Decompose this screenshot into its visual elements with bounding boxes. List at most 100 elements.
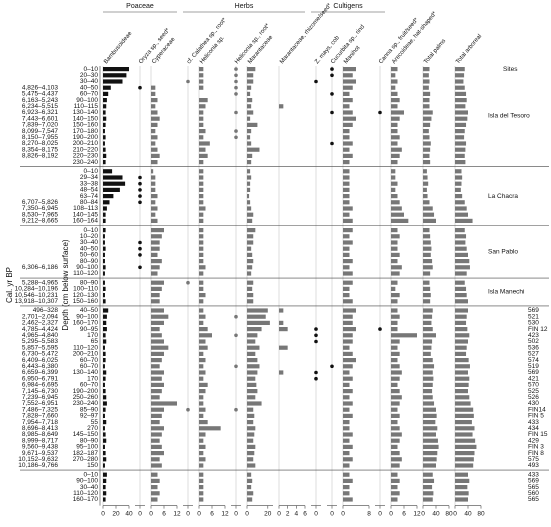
bar	[103, 280, 105, 285]
bar	[103, 153, 107, 158]
bar	[391, 218, 409, 223]
bar	[247, 187, 251, 192]
bar	[423, 286, 431, 291]
depth-label: 160–170	[73, 496, 99, 503]
bar	[103, 200, 110, 205]
bar	[151, 364, 160, 369]
bar	[247, 491, 254, 496]
bar	[199, 358, 206, 363]
bar	[151, 280, 164, 285]
bar	[247, 364, 260, 369]
bar	[423, 351, 431, 356]
bar	[423, 364, 435, 369]
bar	[343, 451, 350, 456]
bar	[279, 308, 284, 313]
depth-label: 10–20	[80, 233, 98, 240]
bar	[199, 194, 204, 199]
bar	[391, 79, 398, 84]
bar	[423, 497, 433, 502]
bar	[151, 420, 160, 425]
depth-label: 40–50	[80, 245, 98, 252]
bar	[151, 333, 162, 338]
bar	[199, 401, 204, 406]
bar	[103, 194, 114, 199]
bar	[455, 472, 468, 477]
age-label: 5,288–4,965	[22, 279, 59, 286]
bar	[343, 478, 353, 483]
bar	[391, 104, 398, 109]
bar	[247, 218, 253, 223]
bar	[391, 129, 398, 134]
bar	[151, 299, 160, 304]
bar	[103, 228, 106, 233]
bar	[391, 308, 398, 313]
bar	[199, 206, 206, 211]
depth-label: 170	[87, 375, 98, 382]
age-label: 10,152–9,632	[18, 456, 58, 463]
depth-label: 110–120	[73, 490, 98, 497]
age-label: 6,409–6,025	[22, 357, 59, 364]
bar	[247, 401, 262, 406]
bar	[423, 187, 427, 192]
depth-label: 85–90	[80, 406, 98, 413]
bar	[151, 345, 169, 350]
bar	[423, 271, 431, 276]
bar	[423, 122, 431, 127]
bar	[151, 194, 158, 199]
bar	[103, 463, 105, 468]
presence-dot	[138, 200, 142, 205]
bar	[455, 79, 464, 84]
x-tick-label: 0	[378, 510, 382, 517]
depth-label: 29–34	[80, 174, 98, 181]
bar	[455, 228, 465, 233]
bar	[343, 438, 350, 443]
depth-label: 60–70	[80, 382, 98, 389]
age-label: 6,730–5,472	[22, 351, 59, 358]
bar	[247, 426, 256, 431]
bar	[423, 299, 431, 304]
age-label: 8,150–7,955	[22, 134, 59, 141]
bar	[247, 351, 256, 356]
depth-label: 90–95	[80, 326, 98, 333]
bar	[151, 98, 158, 103]
bar	[247, 228, 256, 233]
presence-dot	[314, 370, 318, 375]
bar	[343, 401, 353, 406]
bar	[423, 382, 433, 387]
bar	[103, 246, 106, 251]
bar	[343, 345, 350, 350]
bar	[103, 299, 106, 304]
bar	[103, 206, 107, 211]
bar	[247, 246, 252, 251]
depth-label: 60–70	[80, 91, 98, 98]
bar	[455, 141, 467, 146]
bar	[423, 91, 431, 96]
bar	[423, 246, 432, 251]
bar	[151, 91, 156, 96]
presence-dot	[314, 376, 318, 381]
bar	[455, 382, 469, 387]
bar	[391, 228, 398, 233]
bar	[391, 265, 402, 270]
depth-label: 92–97	[80, 413, 98, 420]
bar	[343, 135, 350, 140]
bar	[455, 478, 470, 483]
bar	[247, 104, 252, 109]
bar	[423, 308, 433, 313]
bar	[103, 320, 107, 325]
bar	[343, 420, 350, 425]
bar	[247, 420, 254, 425]
bar	[455, 358, 469, 363]
x-tick-label: 0	[234, 510, 238, 517]
age-label: 5,295–5,583	[22, 338, 59, 345]
depth-label: 0–10	[84, 471, 99, 478]
bar	[455, 351, 467, 356]
bar	[151, 234, 162, 239]
bar	[391, 320, 398, 325]
bar	[247, 141, 252, 146]
age-label: 8,826–8,192	[22, 153, 59, 160]
bar	[423, 79, 430, 84]
presence-dot	[234, 79, 238, 84]
presence-dot	[138, 188, 142, 192]
bar	[103, 181, 126, 186]
